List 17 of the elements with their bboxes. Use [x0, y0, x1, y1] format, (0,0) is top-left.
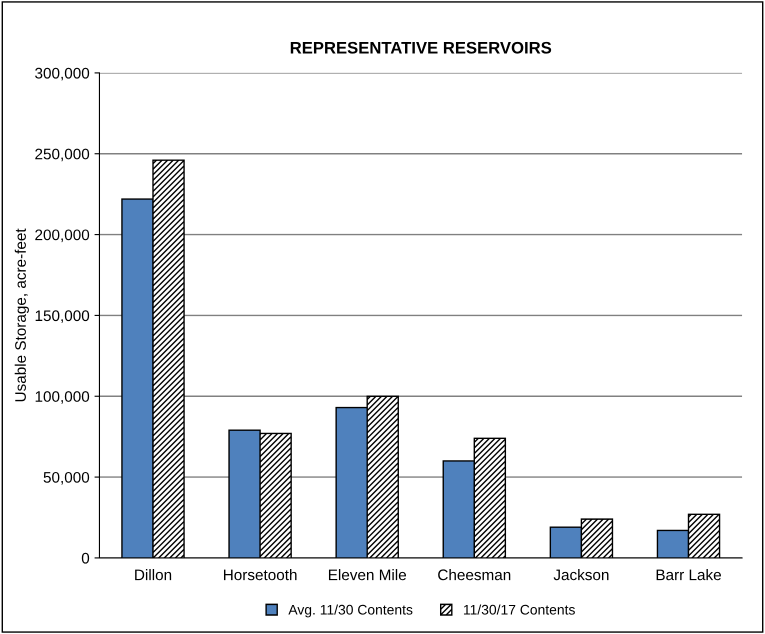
y-tick-label: 250,000 — [35, 148, 90, 162]
chart-title: REPRESENTATIVE RESERVOIRS — [290, 42, 552, 54]
x-tick-label: Eleven Mile — [328, 569, 406, 580]
x-tick-label: Barr Lake — [656, 569, 721, 580]
y-tick-label: 150,000 — [36, 310, 90, 323]
x-tick-label: Cheesman — [438, 569, 510, 580]
y-tick-label: 50,000 — [44, 472, 90, 485]
y-tick-label: 100,000 — [36, 391, 90, 404]
x-tick-label: Dillon — [135, 569, 172, 580]
y-tick-label: 200,000 — [35, 229, 90, 242]
legend-label: 11/30/17 Contents — [464, 604, 575, 615]
y-axis-title: Usable Storage, acre-feet — [14, 228, 29, 402]
legend-label: Avg. 11/30 Contents — [288, 604, 412, 618]
x-tick-label: Jackson — [554, 569, 608, 580]
y-tick-label: 0 — [82, 552, 90, 564]
x-tick-label: Horsetooth — [224, 569, 296, 580]
y-tick-label: 300,000 — [35, 68, 90, 80]
